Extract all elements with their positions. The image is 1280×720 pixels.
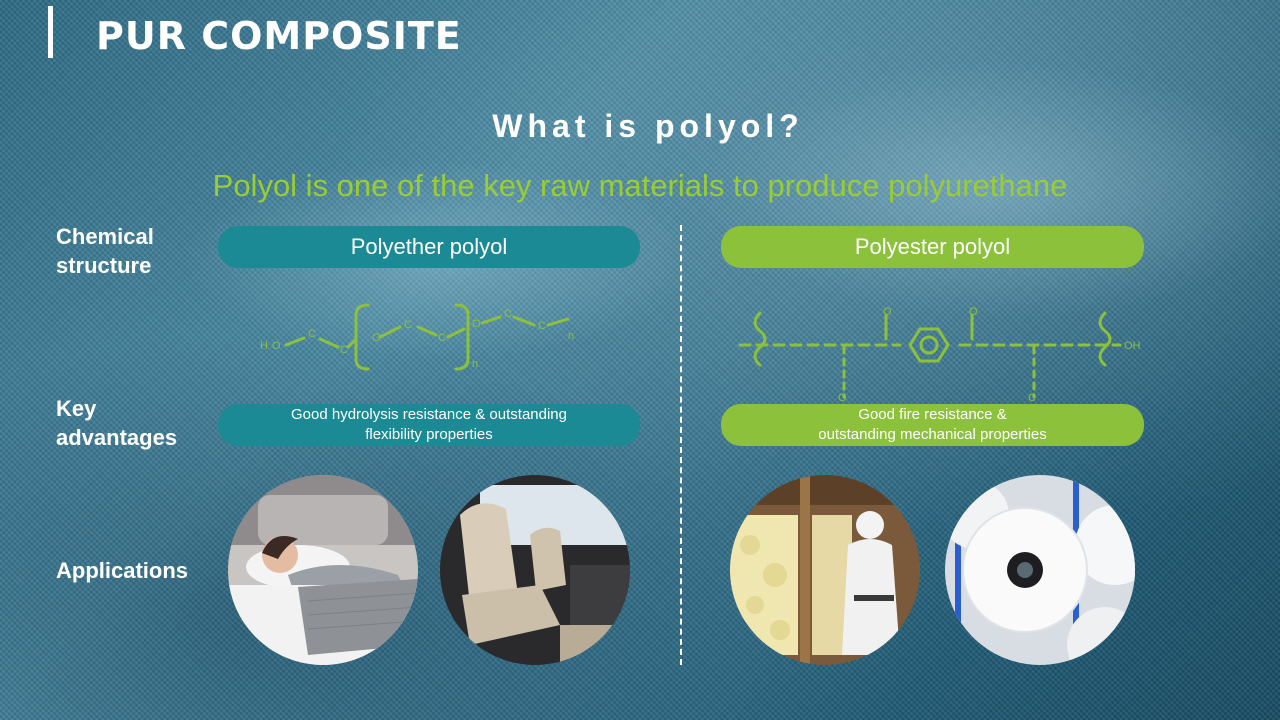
atom-label: C: [340, 344, 348, 356]
atom-label: O: [969, 306, 978, 318]
sleeping-woman-photo: [228, 475, 418, 665]
row-label-line: Chemical: [56, 224, 154, 249]
atom-label: C: [538, 320, 546, 332]
row-label-line: structure: [56, 253, 152, 278]
white-yarn-spools-photo: [945, 475, 1135, 665]
spray-foam-insulation-photo: [730, 475, 920, 665]
polyester-structure-diagram: O O O C OH: [738, 306, 1141, 404]
polyether-header-pill: Polyether polyol: [218, 226, 640, 268]
atom-label: C: [438, 332, 446, 344]
title-accent-bar: [48, 6, 53, 58]
section-subtitle: Polyol is one of the key raw materials t…: [212, 168, 1068, 203]
polyester-header-pill: Polyester polyol: [721, 226, 1144, 268]
atom-label: H: [260, 340, 268, 352]
section-question: What is polyol?: [492, 108, 804, 144]
row-label-applications: Applications: [56, 558, 189, 583]
atom-label: O: [272, 340, 281, 352]
atom-label: C: [404, 319, 412, 331]
row-label-chemical-structure: Chemical structure: [56, 222, 154, 280]
advantage-text-line: Good fire resistance &: [858, 406, 1007, 423]
polyether-structure-diagram: H O C C O C C n O C C n: [260, 303, 574, 371]
row-label-key-advantages: Key advantages: [56, 394, 177, 452]
column-divider: [680, 225, 682, 665]
advantage-text-line: outstanding mechanical properties: [818, 426, 1047, 443]
atom-label: O: [838, 392, 847, 404]
atom-label: n: [472, 358, 478, 370]
page-title: PUR COMPOSITE: [96, 14, 462, 58]
polyether-advantages-pill: Good hydrolysis resistance & outstanding…: [218, 404, 640, 446]
car-seat-interior-photo: [440, 475, 630, 665]
row-label-line: Key: [56, 396, 97, 421]
atom-label: O: [472, 318, 481, 330]
atom-label: C: [504, 308, 512, 320]
atom-label: OH: [1124, 340, 1141, 352]
atom-label: C: [308, 328, 316, 340]
advantage-text-line: flexibility properties: [365, 426, 493, 443]
atom-label: n: [568, 330, 574, 342]
atom-label: C: [1028, 392, 1036, 404]
atom-label: O: [372, 332, 381, 344]
polyester-advantages-pill: Good fire resistance & outstanding mecha…: [721, 404, 1144, 446]
row-label-line: advantages: [56, 425, 178, 450]
advantage-text-line: Good hydrolysis resistance & outstanding: [291, 406, 567, 423]
atom-label: O: [883, 306, 892, 318]
